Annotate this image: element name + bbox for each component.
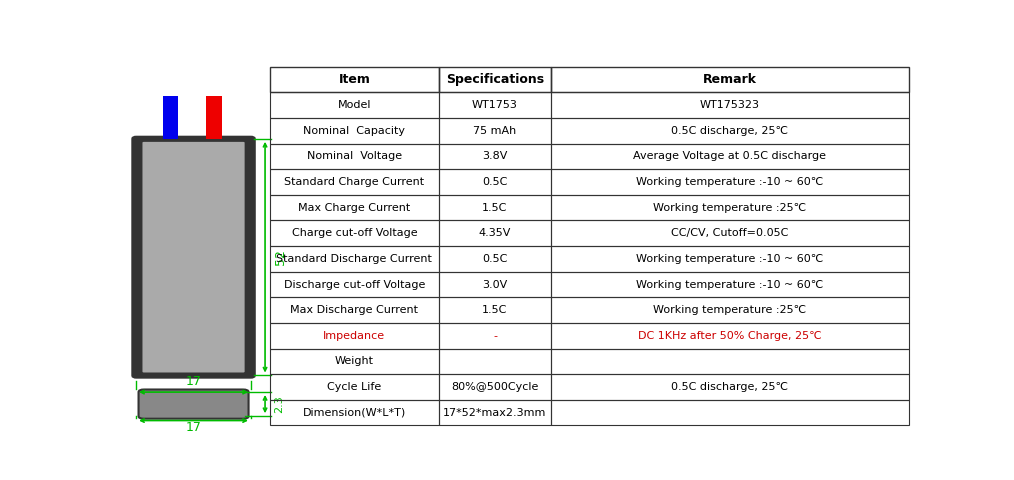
Text: 52: 52	[275, 249, 288, 265]
Bar	[270, 348, 439, 374]
Text: CC/CV, Cutoff=0.05C: CC/CV, Cutoff=0.05C	[671, 228, 789, 238]
Bar	[206, 96, 222, 139]
Text: Nominal  Capacity: Nominal Capacity	[303, 126, 406, 136]
Bar	[551, 297, 909, 323]
Text: Specifications: Specifications	[446, 73, 545, 86]
Text: -: -	[493, 331, 497, 341]
Bar	[551, 348, 909, 374]
Text: 17: 17	[186, 375, 202, 388]
Bar	[270, 169, 439, 195]
Text: Remark: Remark	[703, 73, 756, 86]
Bar	[439, 297, 551, 323]
Bar	[439, 272, 551, 297]
Bar	[551, 144, 909, 169]
FancyBboxPatch shape	[142, 142, 244, 372]
Text: 17*52*max2.3mm: 17*52*max2.3mm	[443, 408, 547, 418]
Bar	[551, 195, 909, 220]
Bar	[270, 93, 439, 118]
Bar	[162, 96, 178, 139]
Bar	[270, 323, 439, 348]
Text: WT175323: WT175323	[700, 100, 759, 110]
Bar	[270, 297, 439, 323]
Bar	[439, 144, 551, 169]
Text: 1.5C: 1.5C	[483, 305, 508, 315]
Text: Working temperature :-10 ~ 60℃: Working temperature :-10 ~ 60℃	[636, 254, 823, 264]
Text: Max Charge Current: Max Charge Current	[298, 203, 411, 213]
Text: Charge cut-off Voltage: Charge cut-off Voltage	[292, 228, 417, 238]
Text: 17: 17	[186, 421, 202, 434]
Bar	[551, 118, 909, 144]
Text: Working temperature :-10 ~ 60℃: Working temperature :-10 ~ 60℃	[636, 177, 823, 187]
Bar	[439, 374, 551, 400]
Bar	[439, 118, 551, 144]
Text: 1.5C: 1.5C	[483, 203, 508, 213]
Bar	[551, 220, 909, 246]
Bar	[439, 220, 551, 246]
Bar	[551, 67, 909, 93]
Bar	[270, 400, 439, 425]
Text: 75 mAh: 75 mAh	[474, 126, 516, 136]
Text: Cycle Life: Cycle Life	[328, 382, 381, 392]
Text: 0.5C discharge, 25℃: 0.5C discharge, 25℃	[671, 382, 788, 392]
Text: 2.3: 2.3	[275, 395, 285, 413]
Text: DC 1KHz after 50% Charge, 25℃: DC 1KHz after 50% Charge, 25℃	[638, 331, 821, 341]
Bar	[439, 169, 551, 195]
Bar	[551, 272, 909, 297]
Text: Model: Model	[338, 100, 371, 110]
Text: Working temperature :-10 ~ 60℃: Working temperature :-10 ~ 60℃	[636, 279, 823, 289]
Text: 0.5C discharge, 25℃: 0.5C discharge, 25℃	[671, 126, 788, 136]
Text: Weight: Weight	[335, 356, 374, 366]
Bar	[270, 67, 439, 93]
Text: Standard Charge Current: Standard Charge Current	[284, 177, 425, 187]
Bar	[270, 195, 439, 220]
Bar	[270, 118, 439, 144]
Bar	[551, 374, 909, 400]
Text: Nominal  Voltage: Nominal Voltage	[307, 152, 402, 161]
FancyBboxPatch shape	[139, 389, 248, 419]
Bar	[439, 93, 551, 118]
Bar	[270, 374, 439, 400]
Bar	[551, 400, 909, 425]
Text: 0.5C: 0.5C	[483, 177, 508, 187]
Text: 80%@500Cycle: 80%@500Cycle	[451, 382, 538, 392]
Text: 3.8V: 3.8V	[483, 152, 508, 161]
Bar	[551, 323, 909, 348]
Text: WT1753: WT1753	[473, 100, 518, 110]
Text: Working temperature :25℃: Working temperature :25℃	[653, 203, 806, 213]
Text: 0.5C: 0.5C	[483, 254, 508, 264]
FancyBboxPatch shape	[133, 137, 255, 377]
Text: Impedance: Impedance	[323, 331, 385, 341]
Bar	[551, 93, 909, 118]
Bar	[439, 348, 551, 374]
Text: Item: Item	[339, 73, 370, 86]
Text: Working temperature :25℃: Working temperature :25℃	[653, 305, 806, 315]
Text: Average Voltage at 0.5C discharge: Average Voltage at 0.5C discharge	[634, 152, 826, 161]
Text: Max Discharge Current: Max Discharge Current	[290, 305, 419, 315]
Bar	[439, 323, 551, 348]
Bar	[439, 67, 551, 93]
Text: 4.35V: 4.35V	[479, 228, 511, 238]
Text: Dimension(W*L*T): Dimension(W*L*T)	[303, 408, 406, 418]
Bar	[270, 220, 439, 246]
Bar	[270, 272, 439, 297]
Text: 3.0V: 3.0V	[483, 279, 508, 289]
Bar	[439, 246, 551, 272]
Bar	[270, 246, 439, 272]
Bar	[551, 246, 909, 272]
Bar	[551, 169, 909, 195]
Bar	[439, 400, 551, 425]
Bar	[270, 144, 439, 169]
Text: Discharge cut-off Voltage: Discharge cut-off Voltage	[284, 279, 425, 289]
Bar	[439, 195, 551, 220]
Text: Standard Discharge Current: Standard Discharge Current	[277, 254, 432, 264]
